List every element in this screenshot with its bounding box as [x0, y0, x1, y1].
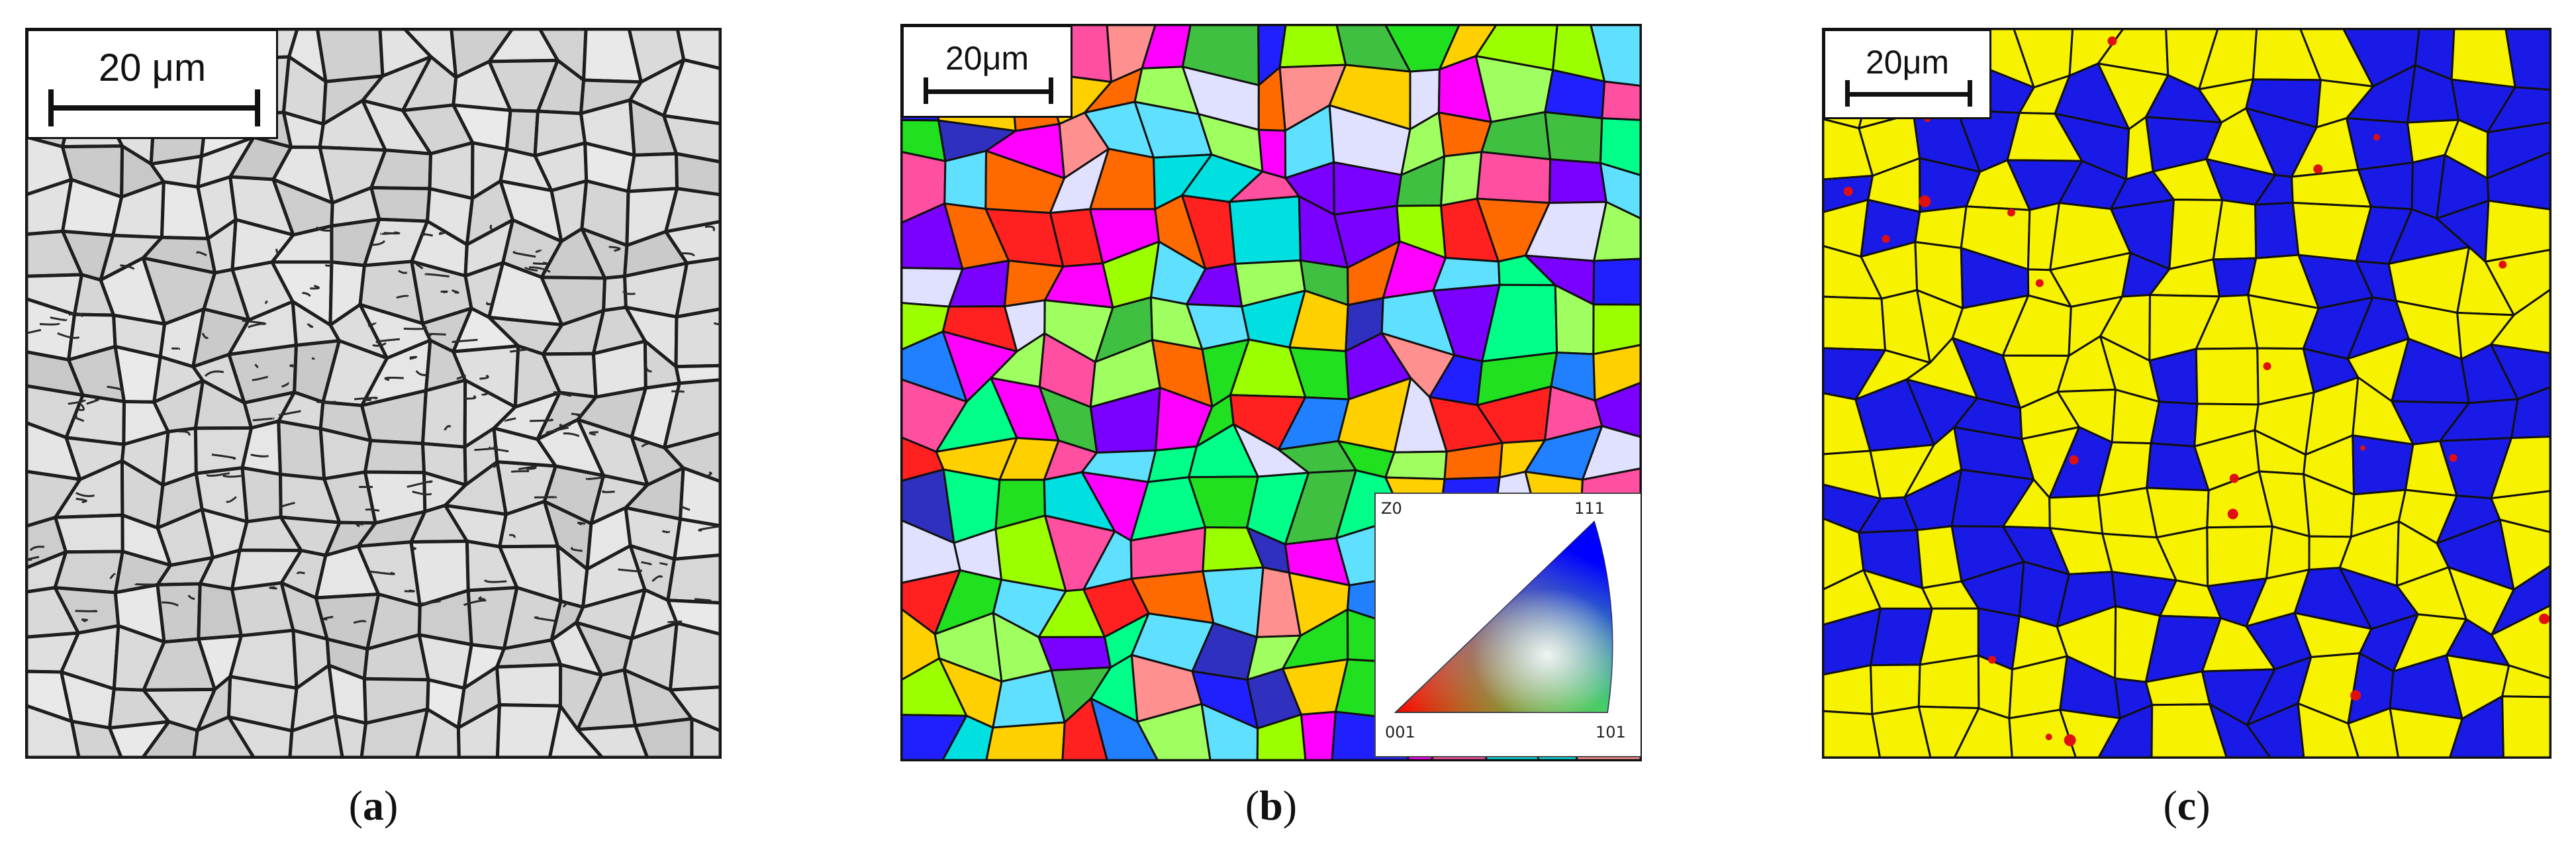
phase-map-panel: 20μm — [1822, 28, 2552, 759]
ipf-axis-label: Z0 — [1381, 499, 1402, 518]
caption-b: (b) — [1245, 782, 1298, 829]
phase-map-image — [1823, 29, 2550, 757]
ipf-corner-111: 111 — [1574, 499, 1605, 518]
scale-bar-b: 20μm — [902, 25, 1073, 118]
ipf-corner-001: 001 — [1385, 723, 1415, 742]
scale-bar-a: 20 μm — [26, 29, 278, 139]
caption-c: (c) — [2163, 782, 2211, 829]
ipf-triangle-icon — [1394, 520, 1613, 713]
scale-bar-label: 20μm — [1865, 44, 1950, 81]
scale-bar-c: 20μm — [1823, 29, 1991, 119]
optical-micrograph-panel: 20 μm — [25, 28, 722, 759]
scale-bar-label: 20μm — [945, 40, 1029, 77]
ebsd-orientation-map-panel: 20μm Z0 — [900, 24, 1642, 761]
ipf-corner-101: 101 — [1596, 723, 1626, 742]
caption-a: (a) — [348, 782, 399, 829]
scale-bar-label: 20 μm — [98, 46, 207, 89]
ipf-color-key: Z0 111 001 101 — [1374, 493, 1641, 757]
optical-micrograph-image — [26, 29, 720, 757]
